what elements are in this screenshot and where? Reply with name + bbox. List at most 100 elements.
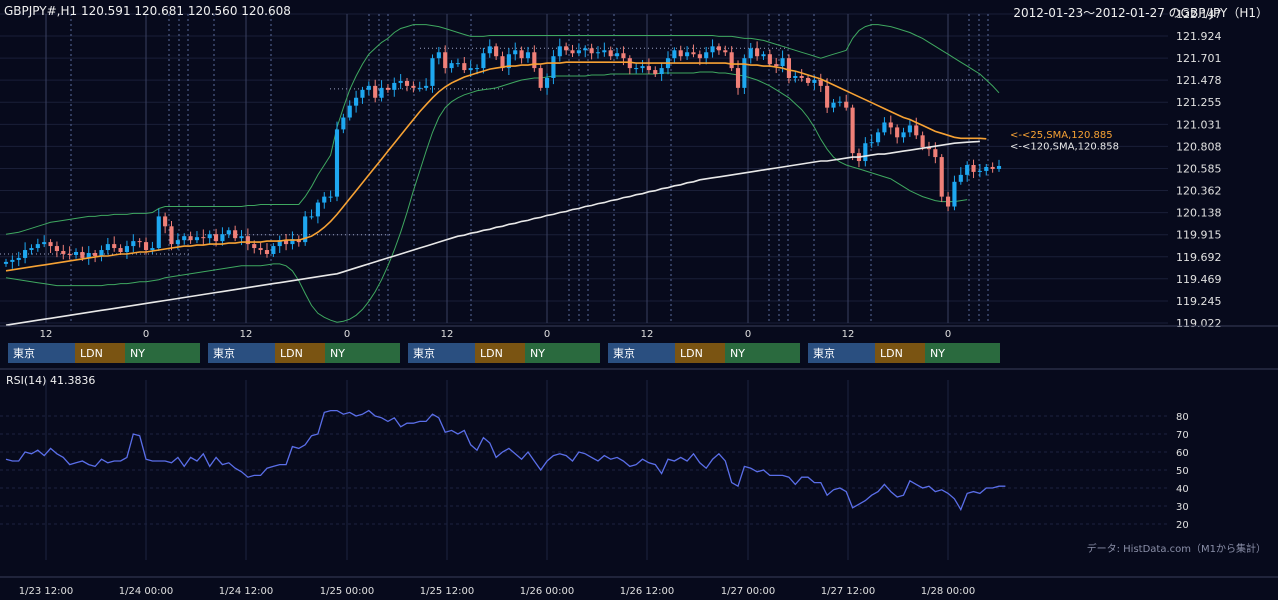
candle-body[interactable]: [990, 166, 995, 169]
candle-body[interactable]: [239, 236, 244, 239]
candle-body[interactable]: [468, 68, 473, 71]
candle-body[interactable]: [977, 170, 982, 172]
candle-body[interactable]: [163, 216, 168, 227]
candle-body[interactable]: [188, 236, 193, 241]
candle-body[interactable]: [761, 54, 766, 57]
candle-body[interactable]: [48, 242, 53, 247]
candle-body[interactable]: [3, 261, 9, 264]
candle-body[interactable]: [143, 242, 149, 251]
candle-body[interactable]: [252, 244, 257, 249]
candle-body[interactable]: [710, 46, 715, 53]
candle-body[interactable]: [379, 87, 384, 98]
candle-body[interactable]: [984, 166, 989, 171]
candle-body[interactable]: [220, 234, 225, 242]
candle-body[interactable]: [80, 252, 85, 258]
candle-body[interactable]: [264, 250, 270, 254]
candle-body[interactable]: [939, 157, 944, 197]
candle-body[interactable]: [965, 164, 970, 175]
candle-body[interactable]: [118, 248, 123, 253]
candle-body[interactable]: [277, 240, 282, 247]
candle-body[interactable]: [424, 85, 429, 88]
candle-body[interactable]: [233, 230, 238, 239]
candle-body[interactable]: [271, 246, 276, 254]
candle-body[interactable]: [42, 242, 47, 245]
candle-body[interactable]: [583, 48, 588, 51]
candle-body[interactable]: [888, 122, 893, 128]
candle-body[interactable]: [156, 216, 161, 249]
candle-body[interactable]: [506, 54, 511, 69]
candle-body[interactable]: [907, 125, 912, 133]
candle-body[interactable]: [481, 53, 486, 69]
candle-body[interactable]: [513, 50, 518, 55]
candle-body[interactable]: [608, 50, 613, 57]
candle-body[interactable]: [952, 181, 957, 207]
candle-body[interactable]: [742, 58, 747, 88]
candle-body[interactable]: [946, 196, 951, 207]
candle-body[interactable]: [23, 250, 28, 258]
candle-body[interactable]: [837, 101, 842, 103]
candle-body[interactable]: [621, 53, 626, 59]
candle-body[interactable]: [691, 52, 696, 55]
candle-body[interactable]: [86, 252, 91, 258]
candle-body[interactable]: [487, 46, 492, 54]
candle-body[interactable]: [494, 46, 499, 57]
candle-body[interactable]: [175, 240, 180, 245]
candle-body[interactable]: [519, 50, 524, 59]
candle-body[interactable]: [844, 101, 849, 108]
candle-body[interactable]: [831, 102, 836, 108]
candle-body[interactable]: [551, 56, 556, 78]
candle-body[interactable]: [366, 85, 371, 90]
candle-body[interactable]: [659, 68, 664, 75]
candle-body[interactable]: [825, 85, 830, 108]
candle-body[interactable]: [971, 164, 976, 172]
candle-body[interactable]: [328, 196, 333, 198]
candle-body[interactable]: [735, 68, 741, 88]
candle-body[interactable]: [525, 52, 531, 59]
candle-body[interactable]: [646, 66, 651, 71]
candle-body[interactable]: [926, 147, 932, 150]
candle-body[interactable]: [564, 46, 569, 51]
candle-body[interactable]: [182, 236, 187, 241]
candle-body[interactable]: [322, 196, 327, 203]
candle-body[interactable]: [347, 105, 352, 118]
candle-body[interactable]: [99, 250, 104, 256]
candle-body[interactable]: [61, 251, 66, 254]
candle-body[interactable]: [354, 97, 359, 106]
candle-body[interactable]: [35, 244, 40, 249]
candle-body[interactable]: [882, 122, 887, 133]
candle-body[interactable]: [411, 85, 416, 88]
candle-body[interactable]: [640, 66, 645, 69]
candle-body[interactable]: [474, 68, 480, 70]
candle-body[interactable]: [226, 230, 231, 235]
candle-body[interactable]: [93, 252, 98, 256]
candle-body[interactable]: [54, 246, 59, 252]
candle-body[interactable]: [996, 165, 1002, 169]
candle-body[interactable]: [704, 52, 709, 59]
candle-body[interactable]: [933, 149, 938, 158]
candle-body[interactable]: [67, 253, 72, 255]
candle-body[interactable]: [774, 64, 779, 67]
candle-body[interactable]: [392, 82, 397, 90]
candle-body[interactable]: [767, 54, 772, 65]
candle-body[interactable]: [398, 80, 403, 83]
candle-body[interactable]: [602, 50, 607, 53]
candle-body[interactable]: [455, 63, 461, 65]
candle-body[interactable]: [309, 216, 314, 218]
candle-body[interactable]: [634, 68, 639, 70]
candle-body[interactable]: [373, 85, 378, 98]
candle-body[interactable]: [341, 117, 346, 130]
candle-body[interactable]: [901, 132, 906, 138]
candle-body[interactable]: [818, 79, 823, 86]
candle-body[interactable]: [303, 216, 308, 243]
candle-body[interactable]: [112, 244, 117, 249]
candle-body[interactable]: [430, 58, 435, 86]
candle-body[interactable]: [284, 240, 289, 245]
candle-body[interactable]: [258, 248, 263, 251]
candle-body[interactable]: [462, 63, 467, 71]
candle-body[interactable]: [812, 79, 817, 83]
candle-body[interactable]: [799, 75, 804, 78]
candle-body[interactable]: [958, 174, 963, 182]
candle-body[interactable]: [137, 241, 142, 243]
candle-body[interactable]: [678, 50, 683, 57]
